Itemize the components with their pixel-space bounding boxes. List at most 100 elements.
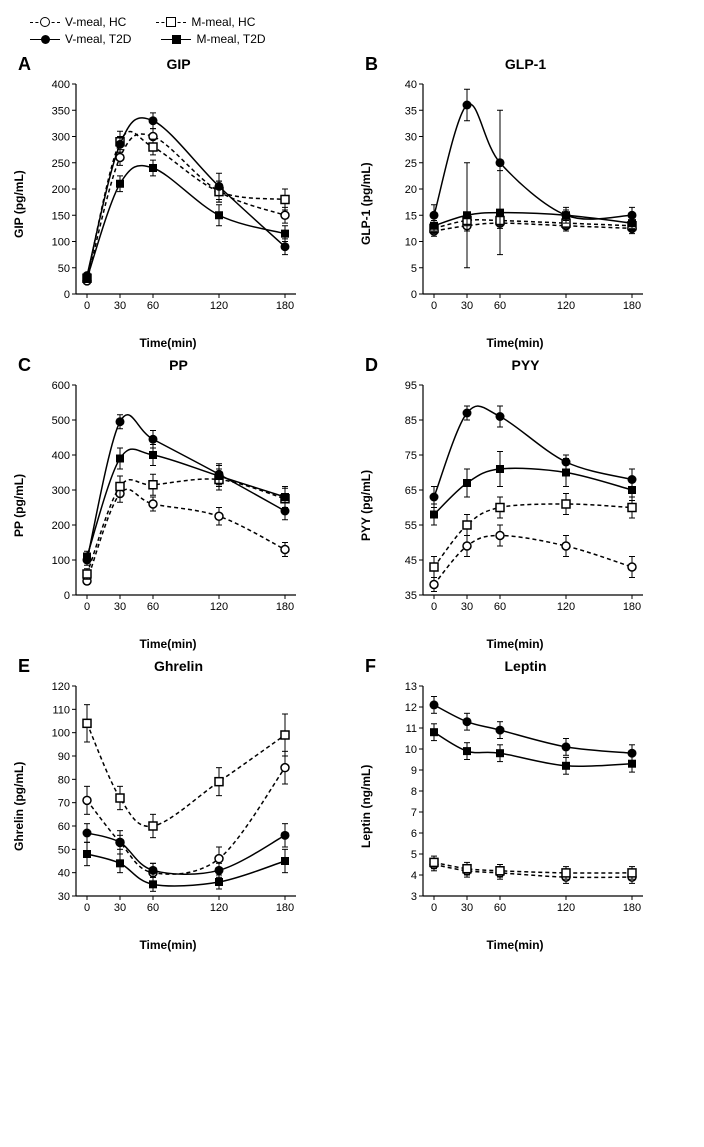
y-axis-label: Leptin (ng/mL) — [357, 676, 375, 936]
legend-item: M-meal, T2D — [161, 32, 265, 46]
svg-text:60: 60 — [494, 902, 506, 914]
svg-text:95: 95 — [405, 380, 417, 392]
svg-text:180: 180 — [623, 902, 641, 914]
svg-text:6: 6 — [411, 828, 417, 840]
y-axis-label: GLP-1 (pg/mL) — [357, 74, 375, 334]
svg-text:30: 30 — [114, 300, 126, 312]
svg-text:35: 35 — [405, 105, 417, 117]
svg-text:250: 250 — [52, 158, 70, 170]
panel-C: CPPPP (pg/mL)010020030040050060003060120… — [10, 355, 347, 651]
panel-title: Leptin — [357, 656, 694, 674]
panel-E: EGhrelinGhrelin (pg/mL)30405060708090100… — [10, 656, 347, 952]
legend-item: M-meal, HC — [156, 15, 255, 29]
svg-text:0: 0 — [84, 902, 90, 914]
svg-text:90: 90 — [58, 751, 70, 763]
svg-text:60: 60 — [494, 601, 506, 613]
x-axis-label: Time(min) — [405, 637, 625, 651]
svg-text:0: 0 — [64, 590, 70, 602]
svg-text:50: 50 — [58, 263, 70, 275]
svg-text:110: 110 — [52, 704, 70, 716]
svg-text:120: 120 — [52, 681, 70, 693]
legend: V-meal, HC M-meal, HC V-meal, T2D M-meal, T… — [10, 10, 694, 54]
svg-text:35: 35 — [405, 590, 417, 602]
svg-text:180: 180 — [276, 902, 294, 914]
panel-letter: A — [18, 54, 31, 75]
legend-item: V-meal, T2D — [30, 32, 131, 46]
x-axis-label: Time(min) — [405, 336, 625, 350]
svg-text:11: 11 — [406, 723, 417, 735]
svg-text:80: 80 — [58, 774, 70, 786]
svg-text:60: 60 — [58, 821, 70, 833]
svg-text:30: 30 — [461, 601, 473, 613]
svg-text:8: 8 — [411, 786, 417, 798]
svg-text:75: 75 — [405, 450, 417, 462]
panel-letter: B — [365, 54, 378, 75]
svg-text:60: 60 — [494, 300, 506, 312]
svg-text:20: 20 — [405, 184, 417, 196]
svg-text:100: 100 — [52, 728, 70, 740]
svg-text:30: 30 — [58, 891, 70, 903]
svg-text:9: 9 — [411, 765, 417, 777]
svg-text:120: 120 — [557, 601, 575, 613]
svg-text:40: 40 — [58, 868, 70, 880]
svg-text:13: 13 — [405, 681, 417, 693]
svg-text:400: 400 — [52, 79, 70, 91]
panel-title: GIP — [10, 54, 347, 72]
svg-text:0: 0 — [84, 601, 90, 613]
y-axis-label: Ghrelin (pg/mL) — [10, 676, 28, 936]
svg-text:180: 180 — [623, 601, 641, 613]
svg-text:300: 300 — [52, 132, 70, 144]
svg-text:0: 0 — [431, 601, 437, 613]
svg-text:45: 45 — [405, 555, 417, 567]
svg-text:60: 60 — [147, 601, 159, 613]
svg-text:200: 200 — [52, 520, 70, 532]
x-axis-label: Time(min) — [58, 938, 278, 952]
panel-letter: E — [18, 656, 30, 677]
svg-text:5: 5 — [411, 263, 417, 275]
svg-text:12: 12 — [405, 702, 417, 714]
y-axis-label: GIP (pg/mL) — [10, 74, 28, 334]
svg-text:50: 50 — [58, 844, 70, 856]
svg-text:100: 100 — [52, 555, 70, 567]
panel-B: BGLP-1GLP-1 (pg/mL)051015202530354003060… — [357, 54, 694, 350]
svg-text:15: 15 — [405, 210, 417, 222]
svg-text:120: 120 — [557, 902, 575, 914]
svg-text:30: 30 — [114, 601, 126, 613]
svg-text:180: 180 — [623, 300, 641, 312]
svg-text:55: 55 — [405, 520, 417, 532]
svg-text:30: 30 — [405, 132, 417, 144]
panel-A: AGIPGIP (pg/mL)0501001502002503003504000… — [10, 54, 347, 350]
figure: V-meal, HC M-meal, HC V-meal, T2D M-meal, T… — [10, 10, 694, 952]
svg-text:180: 180 — [276, 300, 294, 312]
svg-text:7: 7 — [411, 807, 417, 819]
svg-text:30: 30 — [461, 902, 473, 914]
panel-title: PP — [10, 355, 347, 373]
svg-text:3: 3 — [411, 891, 417, 903]
panel-grid: AGIPGIP (pg/mL)0501001502002503003504000… — [10, 54, 694, 952]
svg-text:100: 100 — [52, 237, 70, 249]
svg-text:30: 30 — [461, 300, 473, 312]
svg-text:60: 60 — [147, 300, 159, 312]
svg-text:5: 5 — [411, 849, 417, 861]
panel-F: FLeptinLeptin (ng/mL)3456789101112130306… — [357, 656, 694, 952]
svg-text:350: 350 — [52, 105, 70, 117]
panel-letter: D — [365, 355, 378, 376]
svg-text:120: 120 — [557, 300, 575, 312]
svg-text:25: 25 — [405, 158, 417, 170]
svg-text:85: 85 — [405, 415, 417, 427]
svg-text:60: 60 — [147, 902, 159, 914]
svg-text:70: 70 — [58, 798, 70, 810]
svg-text:120: 120 — [210, 300, 228, 312]
svg-text:400: 400 — [52, 450, 70, 462]
svg-text:30: 30 — [114, 902, 126, 914]
svg-text:40: 40 — [405, 79, 417, 91]
svg-text:10: 10 — [405, 237, 417, 249]
svg-text:150: 150 — [52, 210, 70, 222]
svg-text:0: 0 — [431, 300, 437, 312]
y-axis-label: PYY (pg/mL) — [357, 375, 375, 635]
svg-text:0: 0 — [411, 289, 417, 301]
legend-item: V-meal, HC — [30, 15, 126, 29]
svg-text:120: 120 — [210, 902, 228, 914]
panel-letter: F — [365, 656, 376, 677]
svg-text:0: 0 — [84, 300, 90, 312]
